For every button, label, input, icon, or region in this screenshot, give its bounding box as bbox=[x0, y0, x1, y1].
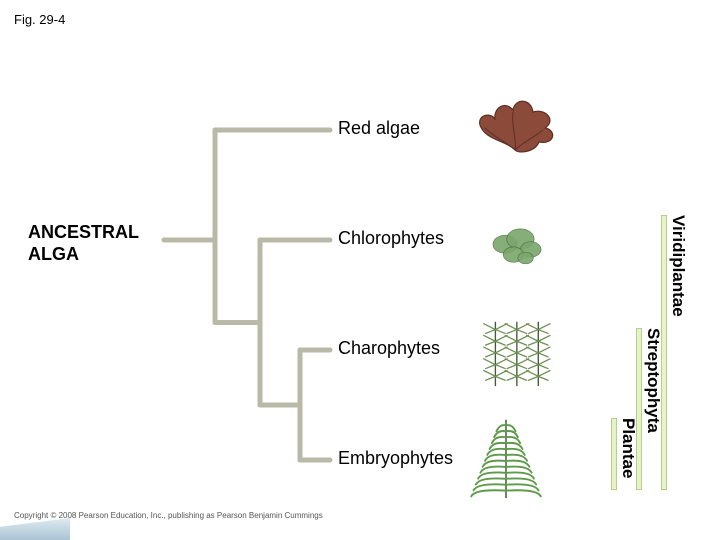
clade-label-viridiplantae: Viridiplantae bbox=[668, 215, 688, 317]
phylogeny-tree bbox=[0, 0, 360, 520]
clade-label-streptophyta: Streptophyta bbox=[643, 328, 663, 433]
illustration-embryophyte bbox=[456, 414, 556, 500]
illustration-chlorophyte bbox=[474, 210, 560, 270]
tip-label-charophytes: Charophytes bbox=[338, 338, 440, 359]
copyright-text: Copyright © 2008 Pearson Education, Inc.… bbox=[14, 511, 323, 520]
slide-accent-wedge bbox=[0, 518, 70, 540]
tip-label-red: Red algae bbox=[338, 118, 420, 139]
figure-stage: Fig. 29-4 ANCESTRAL ALGA Red algae Chlor… bbox=[0, 0, 720, 540]
clade-bar-plantae bbox=[611, 418, 617, 490]
illustration-charophyte bbox=[456, 312, 566, 390]
tip-label-embryophytes: Embryophytes bbox=[338, 448, 453, 469]
tip-label-chlorophytes: Chlorophytes bbox=[338, 228, 444, 249]
illustration-red-algae bbox=[460, 90, 570, 160]
clade-label-plantae: Plantae bbox=[618, 418, 638, 478]
